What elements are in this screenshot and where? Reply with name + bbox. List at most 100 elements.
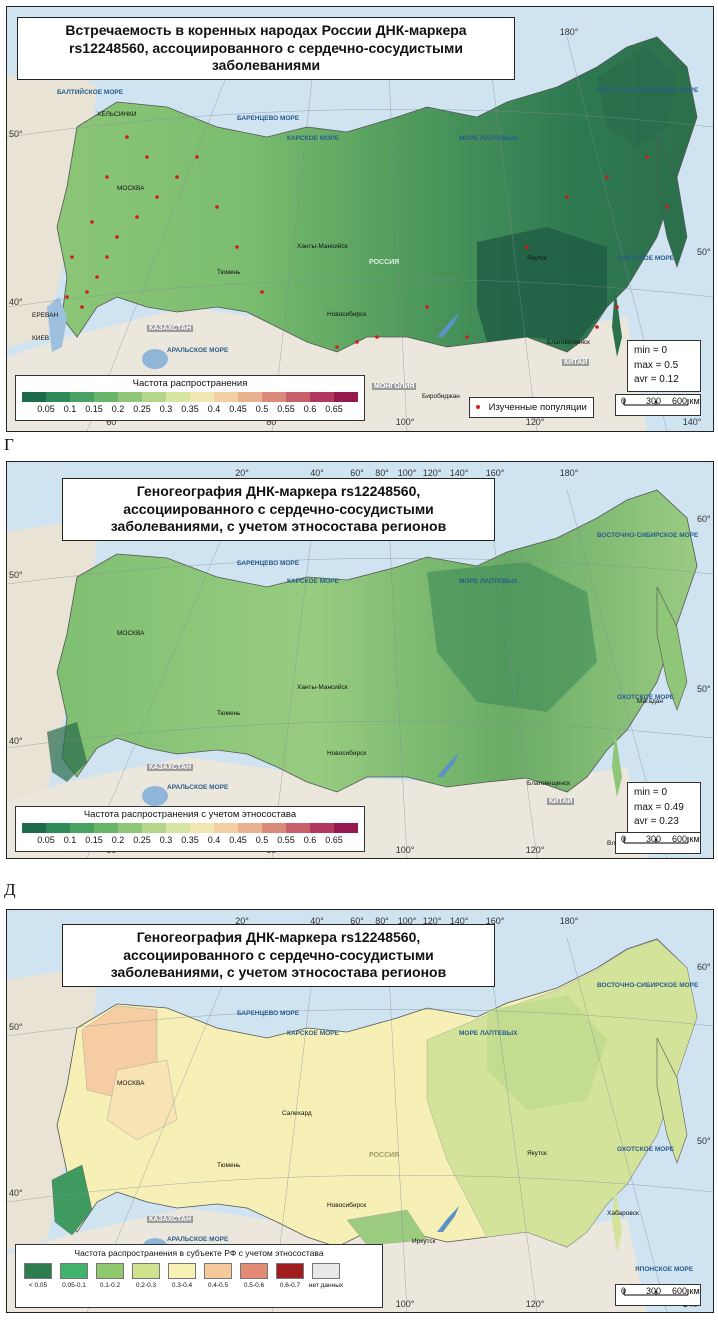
scale-600: 600 км [672,1286,700,1296]
class-swatch [24,1263,52,1279]
ramp-tick-label: 0.2 [111,835,125,845]
continuous-legend: Частота распространения с учетом этносос… [15,806,365,852]
ramp-tick-label: 0.4 [207,835,221,845]
country-label: КАЗАХСТАН [147,325,193,332]
ramp-swatch [118,392,142,402]
ramp-swatch [310,392,334,402]
scale-bar-icon [623,1289,689,1296]
city-label: Якутск [527,1150,547,1157]
city-label: Биробиджан [422,393,460,400]
ramp-swatch [262,392,286,402]
scale-0: 0 [621,396,627,406]
panel-letter-g: Г [4,435,14,454]
ramp-tick-label: 0.5 [255,835,269,845]
lon-label: 120° [525,1299,545,1309]
city-label: Тюмень [217,710,241,717]
city-label: Новосибирск [327,750,367,757]
ramp-swatch [166,823,190,833]
country-label: РОССИЯ [369,1152,400,1159]
scale-0: 0 [621,834,627,844]
sea-label: АРАЛЬСКОЕ МОРЕ [167,1236,229,1243]
class-label: нет данных [308,1282,344,1289]
sea-label: ВОСТОЧНО-СИБИРСКОЕ МОРЕ [597,532,699,539]
country-label: МОНГОЛИЯ [372,383,417,390]
scale-bar: 0 300 600 км [615,1284,701,1306]
lat-label: 50° [697,1136,711,1146]
lat-label: 40° [9,297,23,307]
stat-max: max = 0.5 [634,359,679,371]
sea-label: КАРСКОЕ МОРЕ [287,578,339,585]
stat-avr: avr = 0.23 [634,816,679,827]
scale-bar-icon [623,399,689,406]
ramp-swatch [166,392,190,402]
ramp-tick-label: 0.3 [159,404,173,414]
city-label: МОСКВА [117,630,145,637]
lon-label: 60° [106,417,120,427]
country-label: РОССИЯ [369,259,400,266]
ramp-tick-label: 0.35 [181,404,199,414]
class-legend-item: 0.4-0.5 [202,1263,234,1289]
class-swatch [204,1263,232,1279]
lat-label: 60° [697,962,711,972]
ramp-tick-label: 0.45 [229,404,247,414]
scale-300: 300 [646,396,662,406]
legend-title: Частота распространения в субъекте РФ с … [74,1248,324,1258]
ramp-swatch [286,392,310,402]
class-swatch [96,1263,124,1279]
legend-title: Частота распространения с учетом этносос… [83,809,297,820]
sea-label: МОРЕ ЛАПТЕВЫХ [459,135,518,142]
stat-max: max = 0.49 [634,801,684,813]
sea-label: МОРЕ ЛАПТЕВЫХ [459,1030,518,1037]
lon-label: 120° [525,417,545,427]
class-legend-item: 0.5-0.6 [238,1263,270,1289]
lon-label: 140° [449,468,469,478]
class-label: 0.4-0.5 [207,1282,229,1289]
ramp-tick-label: 0.25 [133,404,151,414]
ramp-ticks: 0.05 0.1 0.15 0.2 0.25 0.3 0.35 0.4 0.45 0.5 0.55 0… [16,404,364,416]
ramp-tick-label: 0.15 [85,404,103,414]
lon-label: 120° [422,468,442,478]
lon-label: 100° [397,468,417,478]
lon-label: 160° [485,468,505,478]
ramp-tick-label: 0.6 [303,835,317,845]
legend-title: Частота распространения [132,378,248,389]
city-label: Новосибирск [327,311,367,318]
city-label: Ханты-Мансийск [297,684,348,691]
class-swatch [132,1263,160,1279]
population-point-icon [476,405,480,410]
lon-label: 80° [375,916,389,926]
ramp-tick-label: 0.25 [133,835,151,845]
ramp-swatch [286,823,310,833]
lat-label: 50° [9,570,23,580]
ramp-tick-label: 0.3 [159,835,173,845]
class-label: 0.5-0.6 [243,1282,265,1289]
scale-300: 300 [646,1286,662,1296]
ramp-swatch [190,392,214,402]
country-label: КАЗАХСТАН [147,1216,193,1223]
populations-legend: Изученные популяции [469,397,594,418]
ramp-tick-label: 0.4 [207,404,221,414]
city-label: МОСКВА [117,185,145,192]
lon-label: 60° [350,916,364,926]
lon-label: 180° [559,468,579,478]
ramp-swatch [334,392,358,402]
lat-label: 50° [697,247,711,257]
sea-label: БАРЕНЦЕВО МОРЕ [237,560,300,567]
ramp-tick-label: 0.05 [37,404,55,414]
ramp-swatch [238,823,262,833]
map-title: Встречаемость в коренных народах России … [17,17,515,80]
class-legend-row: < 0.05 0.05-0.1 0.1-0.2 0.2-0.3 0.3-0.4 0.4-0… [22,1263,346,1289]
sea-label: КАРСКОЕ МОРЕ [287,1030,339,1037]
sea-label: ЯПОНСКОЕ МОРЕ [635,1266,694,1273]
class-legend-item: нет данных [308,1263,344,1289]
sea-label: БАРЕНЦЕВО МОРЕ [237,115,300,122]
ramp-tick-label: 0.65 [325,404,343,414]
lon-label: 120° [525,845,545,855]
ramp-swatch [142,823,166,833]
lon-label: 120° [422,916,442,926]
lat-label: 50° [9,129,23,139]
city-label: Салехард [282,1110,312,1117]
lon-label: 160° [485,916,505,926]
lon-label: 80° [266,417,280,427]
map-title: Геногеография ДНК-маркера rs12248560, ас… [62,478,495,541]
